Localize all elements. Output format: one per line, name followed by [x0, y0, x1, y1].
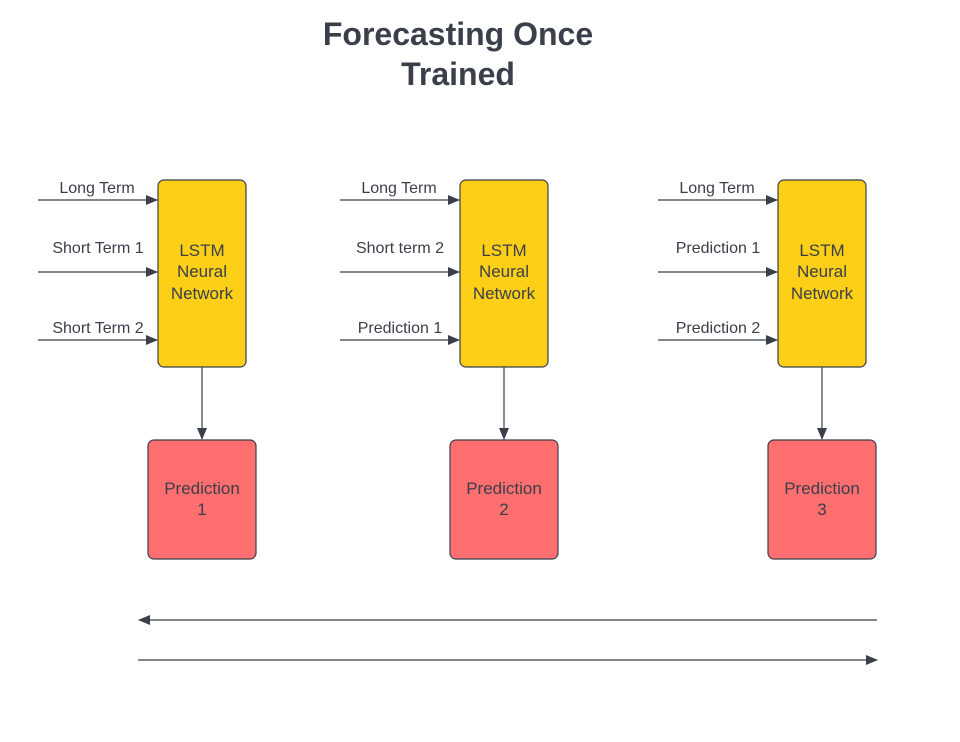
title-line-1: Forecasting Once — [322, 16, 594, 52]
input-label-3: Prediction 1 — [358, 320, 443, 337]
input-label-1: Long Term — [59, 180, 134, 197]
prediction-text-1: Prediction — [164, 479, 240, 498]
title-line-2: Trained — [401, 56, 515, 92]
prediction-text-1: Prediction — [784, 479, 860, 498]
prediction-text-1: Prediction — [466, 479, 542, 498]
prediction-box — [449, 439, 559, 560]
lstm-text-3: Network — [171, 284, 234, 303]
lstm-text-2: Neural — [177, 262, 227, 281]
prediction-text-2: 3 — [817, 500, 826, 519]
input-label-3: Prediction 2 — [676, 320, 761, 337]
diagram-title: Forecasting Once Trained — [258, 14, 658, 94]
lstm-text-1: LSTM — [481, 241, 526, 260]
input-label-1: Long Term — [361, 180, 436, 197]
input-label-2: Short term 2 — [356, 240, 444, 257]
prediction-box — [147, 439, 257, 560]
lstm-text-2: Neural — [797, 262, 847, 281]
lstm-text-2: Neural — [479, 262, 529, 281]
stage-2: Long Term Short term 2 Prediction 1 LSTM… — [340, 179, 559, 560]
stage-3: Long Term Prediction 1 Prediction 2 LSTM… — [658, 179, 877, 560]
prediction-text-2: 1 — [197, 500, 206, 519]
input-label-2: Prediction 1 — [676, 240, 761, 257]
prediction-box — [767, 439, 877, 560]
lstm-text-3: Network — [791, 284, 854, 303]
stage-1: Long Term Short Term 1 Short Term 2 LSTM… — [38, 179, 257, 560]
input-label-2: Short Term 1 — [52, 240, 143, 257]
prediction-text-2: 2 — [499, 500, 508, 519]
lstm-text-1: LSTM — [799, 241, 844, 260]
input-label-1: Long Term — [679, 180, 754, 197]
lstm-text-3: Network — [473, 284, 536, 303]
lstm-text-1: LSTM — [179, 241, 224, 260]
input-label-3: Short Term 2 — [52, 320, 143, 337]
